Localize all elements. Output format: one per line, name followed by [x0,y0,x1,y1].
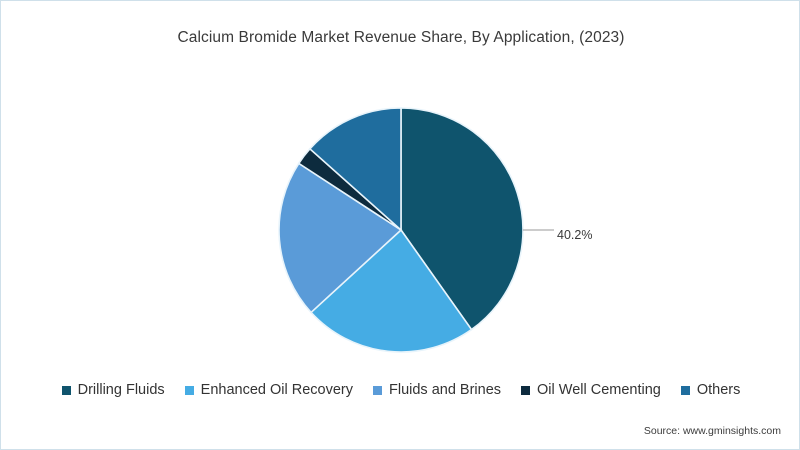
pie-chart-area: 40.2% [1,1,799,371]
legend-item[interactable]: Oil Well Cementing [521,383,661,398]
legend-item[interactable]: Fluids and Brines [372,381,502,398]
legend-item-label: Oil Well Cementing [537,381,661,398]
legend-item-label: Enhanced Oil Recovery [200,381,353,398]
pie-callout-group: 40.2% [523,228,592,242]
chart-title: Calcium Bromide Market Revenue Share, By… [177,29,625,46]
legend-swatch-icon [521,385,531,395]
legend-swatch-icon [680,385,690,395]
chart-legend: Drilling Fluids Enhanced Oil Recovery Flui… [1,375,799,405]
pie-slice[interactable] [400,107,524,331]
legend-item-label: Fluids and Brines [388,381,502,398]
pie-slice[interactable] [309,228,473,353]
legend-swatch-icon [372,385,382,395]
legend-item[interactable]: Drilling Fluids [61,381,165,398]
legend-item-label: Drilling Fluids [77,381,165,398]
pie-slice-value-label: 40.2% [557,228,592,242]
legend-swatch-icon [184,385,194,395]
pie-slice-group [278,107,524,353]
legend-item[interactable]: Others [680,381,741,398]
legend-item[interactable]: Enhanced Oil Recovery [184,381,353,398]
legend-item-label: Others [696,381,741,398]
pie-slice[interactable] [308,107,402,232]
source-note: Source: www.gminsights.com [643,425,781,437]
legend-swatch-icon [61,385,71,395]
pie-chart-svg: 40.2% [278,107,592,353]
pie-slice[interactable] [278,162,403,314]
